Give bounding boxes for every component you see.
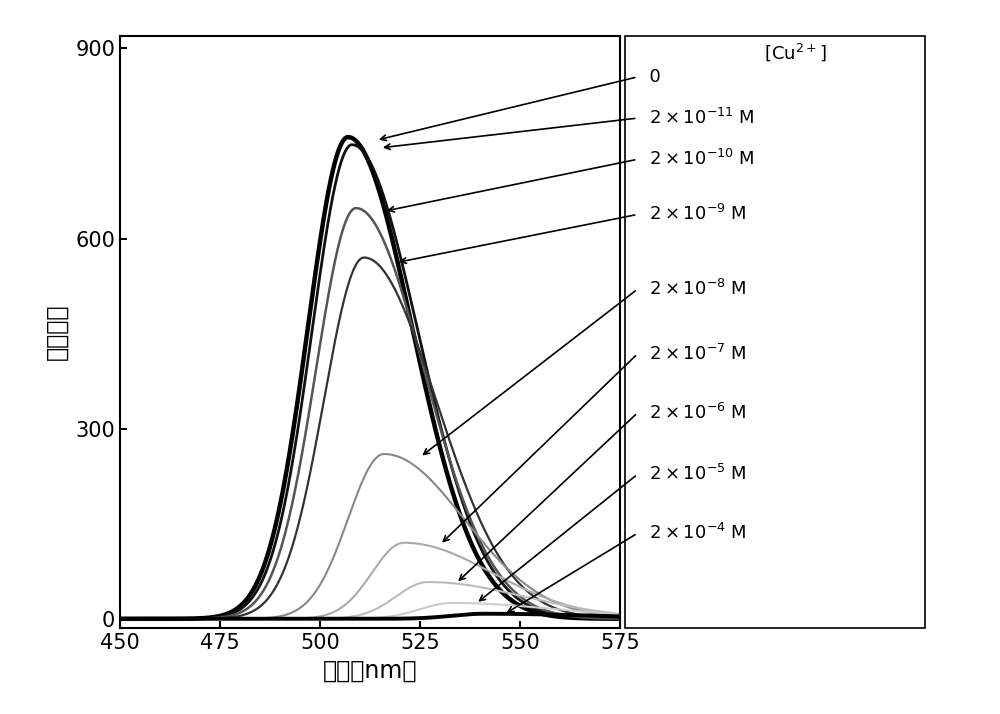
Text: 0: 0 <box>638 68 660 86</box>
Text: $2\times10^{-5}$ M: $2\times10^{-5}$ M <box>638 464 746 484</box>
Text: $[\mathrm{Cu}^{2+}]$: $[\mathrm{Cu}^{2+}]$ <box>764 41 826 64</box>
Y-axis label: 荧光强度: 荧光强度 <box>44 303 68 361</box>
Text: $2\times10^{-11}$ M: $2\times10^{-11}$ M <box>638 108 754 128</box>
Text: $2\times10^{-6}$ M: $2\times10^{-6}$ M <box>638 403 746 423</box>
Text: $2\times10^{-4}$ M: $2\times10^{-4}$ M <box>638 523 746 543</box>
Text: $2\times10^{-9}$ M: $2\times10^{-9}$ M <box>638 204 746 224</box>
X-axis label: 波长（nm）: 波长（nm） <box>323 659 417 683</box>
Text: $[\mathrm{Cu}^{2+}]$: $[\mathrm{Cu}^{2+}]$ <box>630 54 698 77</box>
FancyBboxPatch shape <box>625 36 925 628</box>
Text: $2\times10^{-10}$ M: $2\times10^{-10}$ M <box>638 149 754 169</box>
Text: $2\times10^{-8}$ M: $2\times10^{-8}$ M <box>638 279 746 299</box>
Text: $2\times10^{-7}$ M: $2\times10^{-7}$ M <box>638 344 746 364</box>
